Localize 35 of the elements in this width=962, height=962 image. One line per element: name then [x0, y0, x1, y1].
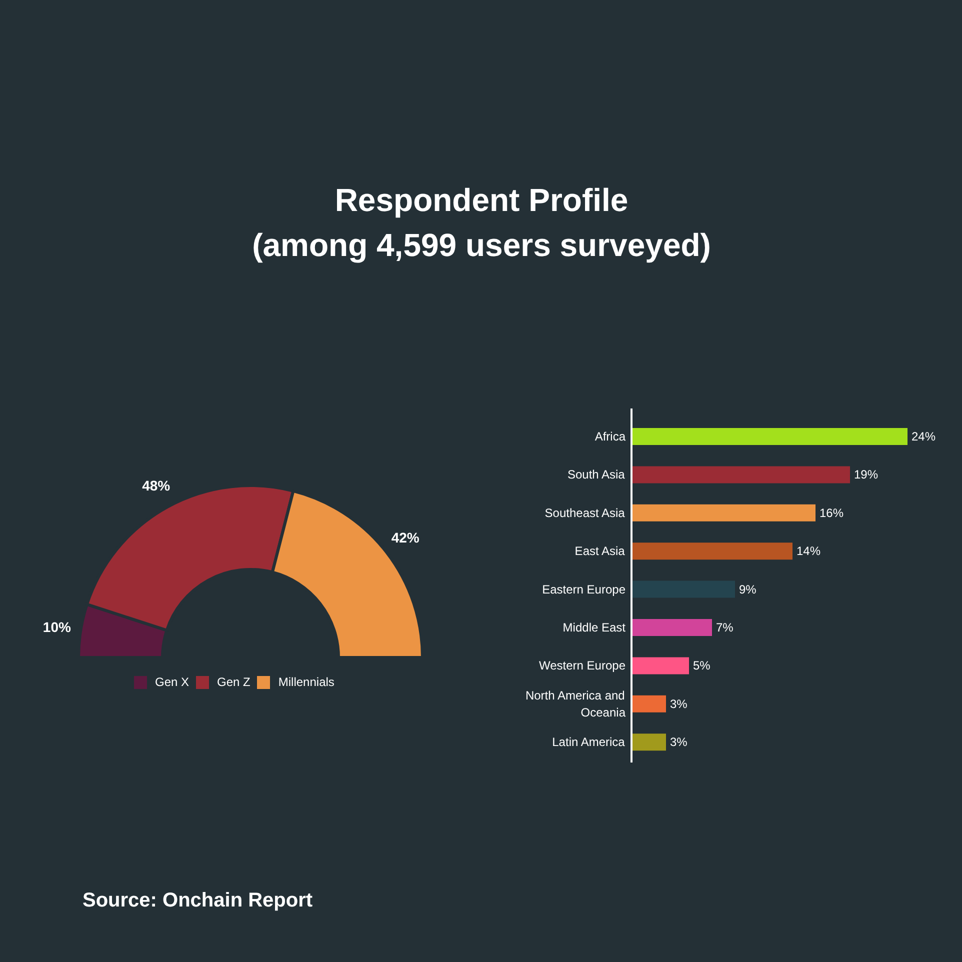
y-tick-label: Eastern Europe	[542, 582, 626, 596]
bar	[632, 657, 689, 674]
data-label: 3%	[670, 696, 688, 711]
legend-label: Gen Z	[217, 675, 250, 689]
data-label: 7%	[716, 620, 734, 634]
y-tick-label: East Asia	[574, 544, 626, 558]
data-label: 10%	[42, 618, 72, 635]
bar	[632, 542, 792, 560]
y-tick-label: North America and Oceania	[525, 688, 626, 720]
bar	[632, 695, 666, 712]
legend-label: Gen X	[155, 675, 190, 689]
y-tick-label: Southeast Asia	[544, 506, 626, 520]
bar	[632, 504, 816, 522]
y-tick-label: Africa	[594, 430, 626, 444]
y-tick-label: Western Europe	[539, 658, 626, 673]
data-label: 19%	[854, 468, 878, 482]
bar	[632, 428, 908, 445]
chart-title: Respondent Profile (among 4,599 users surveyed)	[252, 182, 711, 263]
y-tick-label: Latin America	[552, 735, 626, 750]
data-label: 16%	[820, 506, 844, 520]
y-tick-label: Middle East	[562, 620, 626, 634]
bar	[632, 734, 666, 751]
y-tick-label: South Asia	[567, 468, 626, 482]
bar	[632, 619, 712, 636]
data-label: 3%	[670, 735, 688, 750]
data-label: 48%	[142, 478, 171, 494]
bar	[632, 580, 735, 598]
data-label: 14%	[796, 544, 821, 558]
data-label: 42%	[391, 529, 420, 546]
bar	[632, 466, 850, 484]
data-label: 24%	[912, 430, 936, 444]
source-note: Source: Onchain Report	[82, 890, 313, 912]
data-label: 5%	[693, 658, 711, 673]
legend-label: Millennials	[278, 675, 334, 689]
data-label: 9%	[739, 582, 757, 596]
